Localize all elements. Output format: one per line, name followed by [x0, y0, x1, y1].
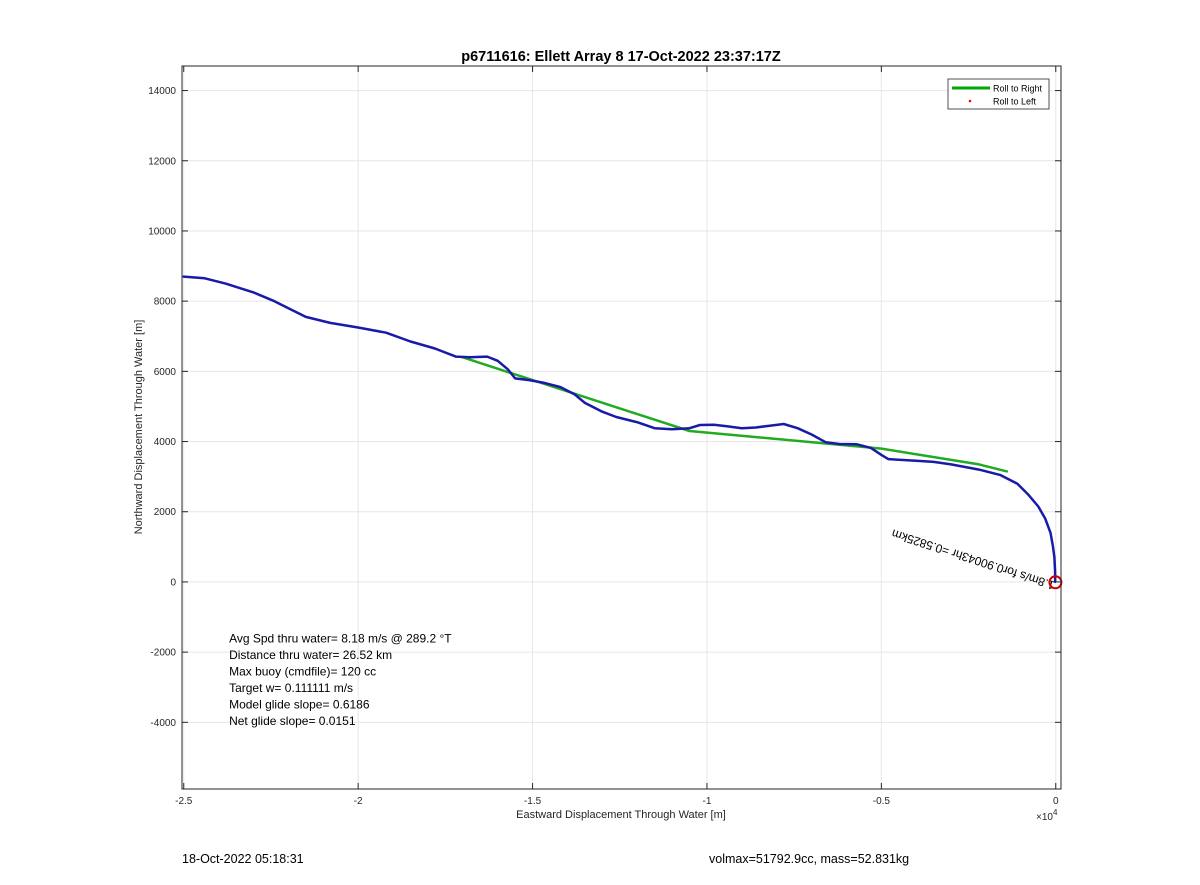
y-tick-label: 6000: [154, 367, 177, 378]
series-line-0: [461, 356, 1009, 473]
y-tick-label: 8000: [154, 297, 177, 308]
footer-date: 18-Oct-2022 05:18:31: [182, 852, 304, 866]
stats-annotation: Target w= 0.111111 m/s: [229, 681, 353, 695]
plot-area: [182, 66, 1061, 789]
x-tick-label: -1: [703, 796, 712, 807]
y-tick-label: 2000: [154, 507, 177, 518]
legend: Roll to Right Roll to Left: [947, 78, 1050, 110]
y-tick-label: 10000: [148, 226, 176, 237]
stats-annotation: Distance thru water= 26.52 km: [229, 648, 392, 662]
chart-title: p6711616: Ellett Array 8 17-Oct-2022 23:…: [461, 49, 781, 65]
stats-annotation: Model glide slope= 0.6186: [229, 697, 370, 711]
legend-label-roll-right: Roll to Right: [993, 84, 1043, 94]
x-tick-label: -2: [354, 796, 363, 807]
x-tick-label: -1.5: [524, 796, 542, 807]
series-line-1: [182, 275, 1057, 584]
x-tick-label: 0: [1053, 796, 1059, 807]
x-exponent-power: 4: [1053, 808, 1058, 817]
x-exponent-base: ×10: [1036, 812, 1053, 823]
legend-label-roll-left: Roll to Left: [993, 97, 1037, 107]
y-tick-label: -4000: [150, 718, 176, 729]
plot-frame: [181, 65, 1062, 790]
grid: [182, 66, 1061, 789]
legend-box: [947, 78, 1050, 110]
y-tick-label: -2000: [150, 648, 176, 659]
x-exponent-label: ×104: [1036, 808, 1058, 823]
x-tick-label: -2.5: [175, 796, 193, 807]
stats-annotation: Max buoy (cmdfile)= 120 cc: [229, 664, 376, 678]
tick-layer: -2.5 -2 -1.5 -1 -0.5 0 -4000 -2000 0 2000 4000 6000…: [148, 66, 1061, 807]
series-layer: [182, 275, 1057, 584]
legend-swatch-roll-left: [968, 99, 972, 103]
y-axis-label: Northward Displacement Through Water [m]: [133, 320, 145, 535]
stats-annotation: Avg Spd thru water= 8.18 m/s @ 289.2 °T: [229, 631, 452, 645]
stats-annotation: Net glide slope= 0.0151: [229, 714, 356, 728]
footer-volmax-mass: volmax=51792.9cc, mass=52.831kg: [709, 852, 910, 866]
y-tick-label: 4000: [154, 437, 177, 448]
y-tick-label: 12000: [148, 156, 176, 167]
x-tick-label: -0.5: [873, 796, 891, 807]
y-tick-label: 14000: [148, 86, 176, 97]
x-axis-label: Eastward Displacement Through Water [m]: [516, 809, 726, 821]
y-tick-label: 0: [170, 577, 176, 588]
